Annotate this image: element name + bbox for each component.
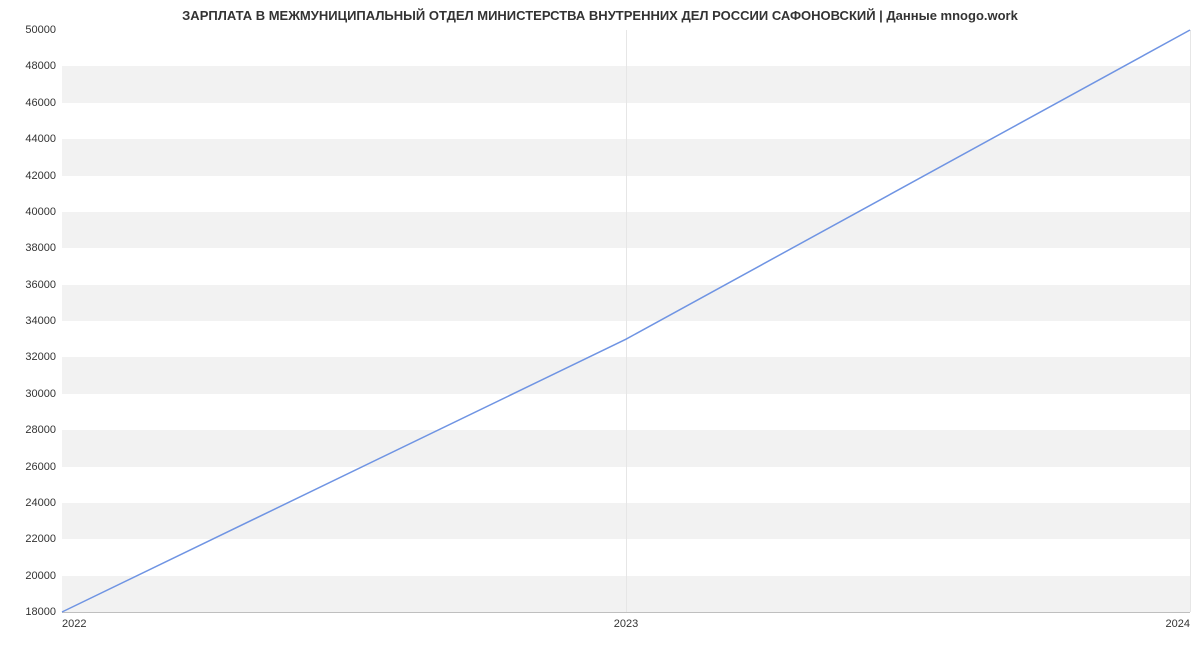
x-tick-label: 2022	[62, 618, 86, 630]
x-tick-label: 2023	[614, 618, 638, 630]
salary-line	[62, 30, 1190, 612]
x-tick-label: 2024	[1166, 618, 1190, 630]
grid-vline	[1190, 30, 1191, 612]
line-series	[62, 30, 1190, 612]
chart-container: ЗАРПЛАТА В МЕЖМУНИЦИПАЛЬНЫЙ ОТДЕЛ МИНИСТ…	[0, 0, 1200, 650]
chart-title: ЗАРПЛАТА В МЕЖМУНИЦИПАЛЬНЫЙ ОТДЕЛ МИНИСТ…	[0, 8, 1200, 23]
plot-area: 1800020000220002400026000280003000032000…	[62, 30, 1190, 612]
x-axis-line	[62, 612, 1190, 613]
